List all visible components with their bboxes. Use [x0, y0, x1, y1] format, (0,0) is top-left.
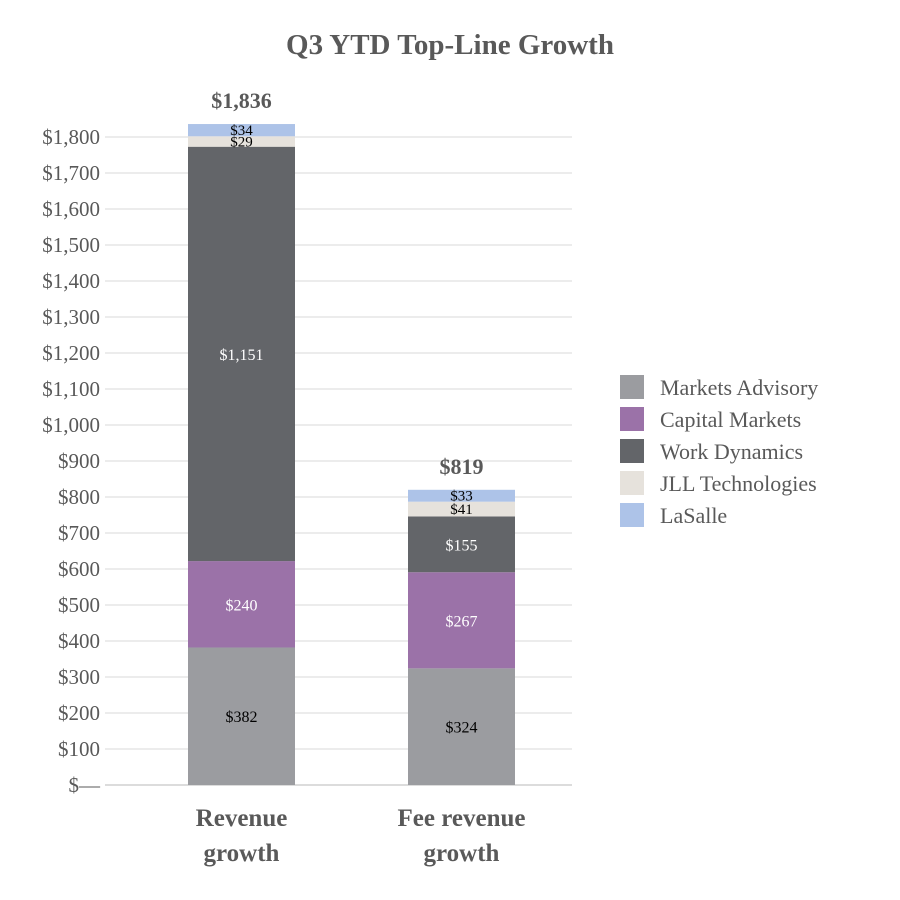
data-label: $382 — [226, 709, 258, 726]
legend-label: Capital Markets — [660, 407, 801, 432]
y-tick-label: $1,300 — [42, 305, 100, 329]
x-tick-label: Fee revenue — [398, 805, 526, 832]
y-tick-label: $1,200 — [42, 341, 100, 365]
y-tick-label: $100 — [58, 737, 100, 761]
y-tick-label: $1,600 — [42, 197, 100, 221]
legend-label: LaSalle — [660, 503, 727, 528]
data-label: $324 — [446, 720, 478, 737]
y-tick-label: $600 — [58, 557, 100, 581]
bar-segment — [408, 668, 515, 785]
bar-segment — [408, 501, 515, 517]
legend-label: Work Dynamics — [660, 439, 803, 464]
bar-segment — [408, 572, 515, 669]
y-tick-label: $200 — [58, 701, 100, 725]
legend-item: Markets Advisory — [620, 375, 818, 400]
x-tick-label: growth — [424, 840, 500, 867]
y-tick-label: $1,400 — [42, 269, 100, 293]
bar-segment — [408, 516, 515, 573]
total-label: $1,836 — [211, 88, 272, 113]
legend-swatch — [620, 375, 644, 399]
bar-segment — [188, 136, 295, 147]
bar-segment — [408, 489, 515, 502]
data-label: $33 — [450, 489, 473, 505]
legend-label: Markets Advisory — [660, 375, 818, 400]
y-tick-label: $1,700 — [42, 161, 100, 185]
legend-swatch — [620, 471, 644, 495]
y-tick-label: $900 — [58, 449, 100, 473]
y-tick-label: $800 — [58, 485, 100, 509]
data-label: $41 — [450, 502, 473, 518]
y-tick-label: $1,100 — [42, 377, 100, 401]
legend-swatch — [620, 439, 644, 463]
legend-swatch — [620, 503, 644, 527]
x-tick-label: growth — [204, 840, 280, 867]
y-tick-label: $1,000 — [42, 413, 100, 437]
legend-item: LaSalle — [620, 503, 727, 528]
legend-item: JLL Technologies — [620, 471, 817, 496]
y-tick-label: $1,500 — [42, 233, 100, 257]
legend-item: Work Dynamics — [620, 439, 803, 464]
total-label: $819 — [440, 454, 484, 479]
y-tick-label: $400 — [58, 629, 100, 653]
legend-label: JLL Technologies — [660, 471, 817, 496]
chart-title: Q3 YTD Top-Line Growth — [286, 29, 614, 61]
y-tick-label: $700 — [58, 521, 100, 545]
y-tick-label: $— — [69, 773, 102, 797]
data-label: $29 — [230, 135, 253, 151]
data-label: $240 — [226, 597, 258, 614]
x-tick-label: Revenue — [196, 805, 288, 832]
legend-item: Capital Markets — [620, 407, 801, 432]
data-label: $1,151 — [220, 347, 264, 364]
y-tick-label: $500 — [58, 593, 100, 617]
data-label: $34 — [230, 123, 253, 139]
data-label: $267 — [446, 613, 478, 630]
bar-segment — [188, 124, 295, 137]
y-tick-label: $1,800 — [42, 125, 100, 149]
data-label: $155 — [446, 537, 478, 554]
bar-segment — [188, 647, 295, 785]
bar-segment — [188, 561, 295, 648]
bar-segment — [188, 146, 295, 562]
legend-swatch — [620, 407, 644, 431]
y-tick-label: $300 — [58, 665, 100, 689]
